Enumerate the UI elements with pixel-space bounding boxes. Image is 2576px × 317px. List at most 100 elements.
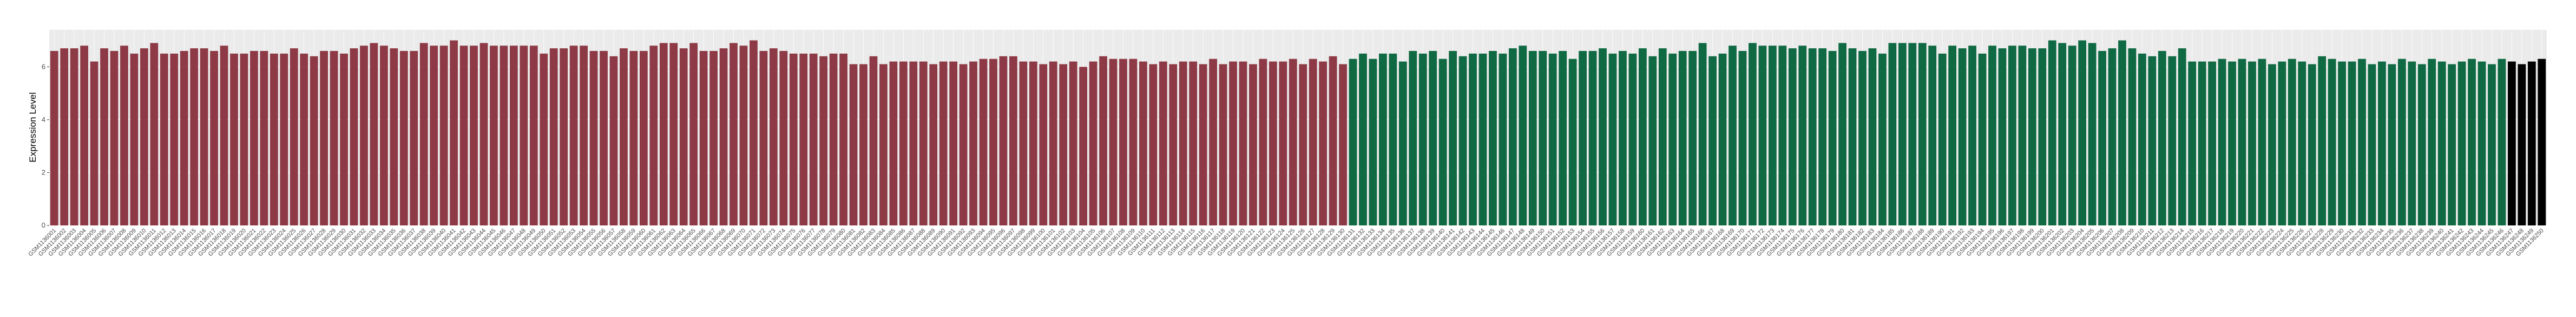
bar [2158, 51, 2166, 225]
bar [2288, 59, 2296, 225]
bar [1738, 51, 1747, 225]
bar [2498, 59, 2506, 225]
bar [849, 64, 858, 226]
bar [2298, 61, 2306, 226]
bar [1858, 51, 1867, 225]
bar [1708, 56, 1717, 225]
bar [2218, 59, 2226, 225]
bar [959, 64, 968, 226]
bar [290, 48, 298, 225]
bar [1778, 46, 1787, 226]
bar [350, 48, 358, 225]
bar [2408, 61, 2416, 226]
y-tick-label: 2 [42, 168, 45, 176]
bar [809, 53, 818, 226]
bar [1678, 51, 1687, 225]
bar [200, 48, 208, 225]
bar [360, 46, 368, 226]
bar [230, 53, 238, 226]
bar [419, 43, 428, 225]
bar [2188, 61, 2197, 226]
y-tick-label: 0 [42, 221, 45, 229]
bar [2258, 59, 2266, 225]
y-tick-label: 4 [42, 115, 45, 124]
bar [2538, 59, 2546, 225]
bar [1908, 43, 1917, 225]
bar [1768, 46, 1777, 226]
bar [140, 48, 148, 225]
bar [1089, 61, 1098, 226]
bar [1848, 48, 1857, 225]
bar [1808, 48, 1817, 225]
bar [479, 43, 488, 225]
bar [1958, 48, 1967, 225]
bar [1269, 61, 1277, 226]
bar [1289, 59, 1297, 225]
bar [459, 46, 468, 226]
bar [380, 46, 388, 226]
bar [1918, 43, 1927, 225]
bar [2068, 46, 2076, 226]
bar [1599, 48, 1607, 225]
bar [1159, 61, 1167, 226]
bar [1418, 53, 1427, 226]
bar [709, 51, 718, 225]
bar [2168, 56, 2177, 225]
bar [899, 61, 908, 226]
bar [949, 61, 958, 226]
bar [789, 53, 798, 226]
bar [280, 53, 288, 226]
bar [2428, 59, 2436, 225]
bar [160, 53, 168, 226]
bar [819, 56, 828, 225]
bar [1478, 53, 1487, 226]
bar [2138, 53, 2146, 226]
bar [1658, 48, 1667, 225]
bar [699, 51, 708, 225]
bar [1299, 64, 1307, 226]
bar [600, 51, 608, 225]
bar [1429, 51, 1437, 225]
bar [2338, 61, 2346, 226]
bar [2208, 61, 2216, 226]
bar [60, 48, 69, 225]
bar [1449, 51, 1457, 225]
bar [929, 64, 938, 226]
bar [889, 61, 898, 226]
y-tick-label: 6 [42, 62, 45, 70]
bar [1519, 46, 1527, 226]
bar [1648, 56, 1657, 225]
bar [1149, 64, 1158, 226]
bar [1878, 53, 1887, 226]
bar [839, 53, 847, 226]
bar [909, 61, 918, 226]
bar [1978, 53, 1987, 226]
bar [1139, 61, 1147, 226]
bar [2318, 56, 2327, 225]
bar [1928, 46, 1937, 226]
bar [120, 46, 128, 226]
bar [1988, 46, 1996, 226]
bar [370, 43, 378, 225]
bar [669, 43, 678, 225]
bar [1369, 59, 1377, 225]
bar [2048, 40, 2056, 225]
bar [779, 51, 788, 225]
bar [450, 40, 458, 225]
bar [2358, 59, 2366, 225]
bar [490, 46, 498, 226]
bar [1509, 48, 1517, 225]
bar [739, 46, 748, 226]
bar [1749, 43, 1757, 225]
bar [390, 48, 398, 225]
bar [679, 48, 688, 225]
bar [2248, 61, 2256, 226]
bar [1119, 59, 1127, 225]
bar [1528, 51, 1537, 225]
bar [2108, 48, 2117, 225]
bar [1109, 59, 1118, 225]
bar [939, 61, 948, 226]
bar [2378, 61, 2386, 226]
bar [719, 48, 728, 225]
